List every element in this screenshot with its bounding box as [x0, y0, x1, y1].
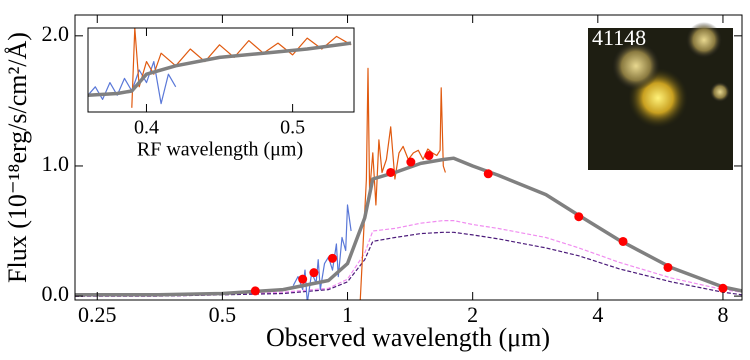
plot-bg — [88, 28, 354, 112]
x-tick-label: 0.25 — [78, 302, 117, 327]
data-point — [386, 167, 396, 177]
inset-plot: 0.4 0.5RF wavelength (μm) — [87, 27, 355, 161]
x-axis-label: RF wavelength (μm) — [137, 139, 303, 161]
x-tick-label: 2 — [467, 302, 478, 327]
data-point — [483, 169, 493, 179]
series-line — [88, 41, 352, 97]
y-tick-label: 1.0 — [42, 151, 70, 176]
y-tick-label: 0.0 — [42, 281, 70, 306]
data-point — [309, 268, 319, 278]
data-point — [574, 212, 584, 222]
x-tick-label: 8 — [717, 302, 728, 327]
series-line — [75, 156, 742, 297]
x-axis-label: Observed wavelength (μm) — [266, 323, 550, 352]
plot-frame — [74, 14, 743, 301]
x-tick-label: 0.5 — [209, 302, 237, 327]
y-axis-label: Flux (10⁻¹⁸erg/s/cm²/Å) — [3, 32, 32, 283]
thumbnail: 41148 — [588, 22, 733, 170]
galaxy — [612, 42, 660, 90]
data-point — [718, 283, 728, 293]
data-point — [663, 262, 673, 272]
x-tick-label: 0.5 — [280, 117, 305, 139]
galaxy — [710, 82, 730, 102]
thumbnail-label: 41148 — [592, 25, 646, 50]
data-point — [298, 274, 308, 284]
y-tick-label: 2.0 — [42, 21, 70, 46]
data-point — [327, 253, 337, 263]
galaxy — [686, 22, 722, 58]
x-tick-label: 0.4 — [134, 117, 159, 139]
data-point — [250, 286, 260, 296]
x-tick-label: 4 — [592, 302, 603, 327]
plot-frame — [87, 27, 355, 113]
series-line — [75, 231, 742, 297]
data-point — [406, 157, 416, 167]
series-line — [292, 204, 352, 300]
series-line — [131, 28, 352, 108]
data-point — [618, 236, 628, 246]
plot-area — [88, 28, 352, 108]
data-point — [424, 151, 434, 161]
plot-area — [75, 67, 742, 300]
x-tick-label: 1 — [342, 302, 353, 327]
